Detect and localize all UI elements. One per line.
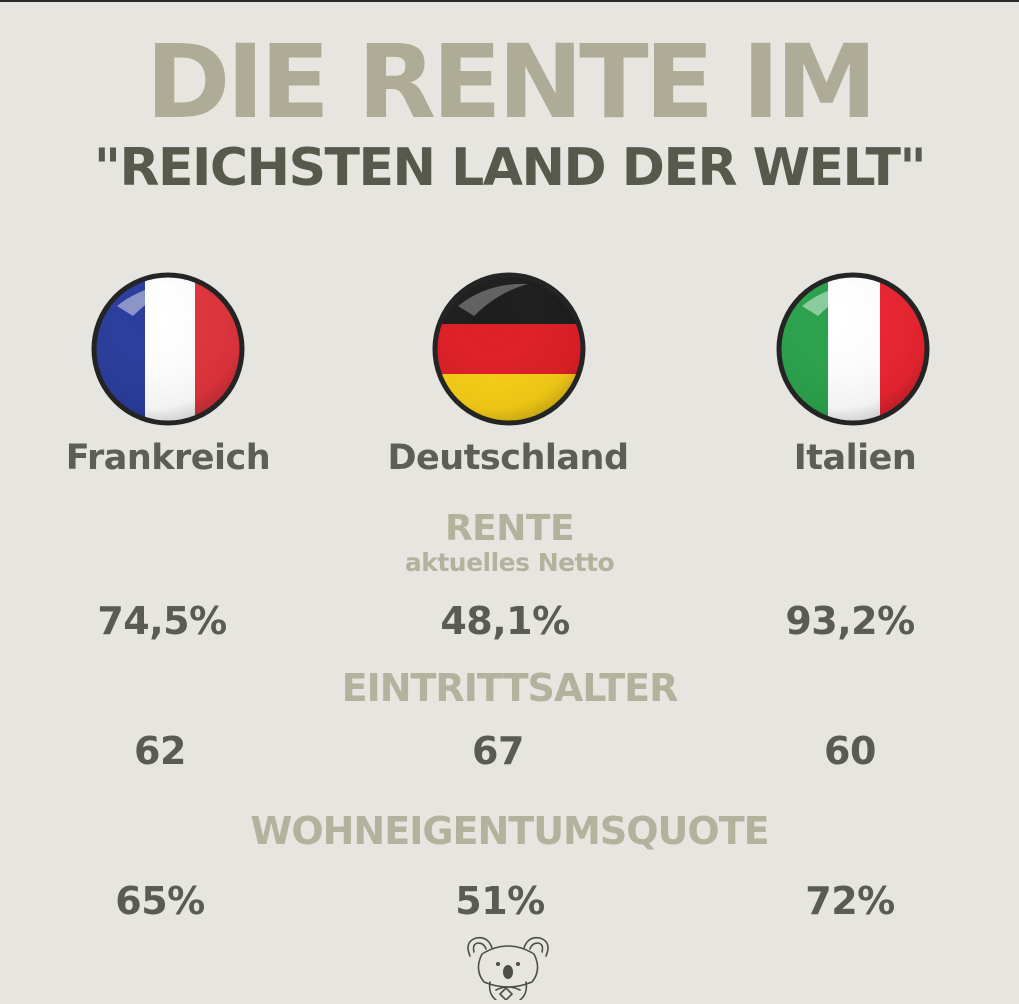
value-wohneigentum-germany: 51%: [455, 879, 545, 923]
value-rente-germany: 48,1%: [440, 599, 570, 643]
france-flag-icon: [87, 268, 249, 430]
section-sublabel-rente: aktuelles Netto: [404, 548, 615, 577]
country-label-italy: Italien: [793, 438, 917, 478]
value-wohneigentum-italy: 72%: [805, 879, 895, 923]
value-rente-france: 74,5%: [97, 599, 227, 643]
page-subtitle: "REICHSTEN LAND DER WELT": [93, 138, 927, 198]
value-eintrittsalter-italy: 60: [824, 729, 876, 773]
section-label-eintrittsalter: EINTRITTSALTER: [341, 666, 679, 710]
section-label-rente: RENTE: [444, 508, 575, 549]
value-wohneigentum-france: 65%: [115, 879, 205, 923]
italy-flag-icon: [772, 268, 934, 430]
page-title: DIE RENTE IM: [145, 23, 878, 142]
section-label-wohneigentumsquote: WOHNEIGENTUMSQUOTE: [250, 809, 769, 853]
koala-logo-icon: [462, 934, 554, 1001]
germany-flag-icon: [428, 268, 590, 430]
country-label-germany: Deutschland: [387, 438, 629, 478]
top-border-line: [0, 0, 1019, 2]
country-label-france: Frankreich: [65, 438, 271, 478]
value-eintrittsalter-france: 62: [134, 729, 186, 773]
value-rente-italy: 93,2%: [785, 599, 915, 643]
value-eintrittsalter-germany: 67: [472, 729, 524, 773]
